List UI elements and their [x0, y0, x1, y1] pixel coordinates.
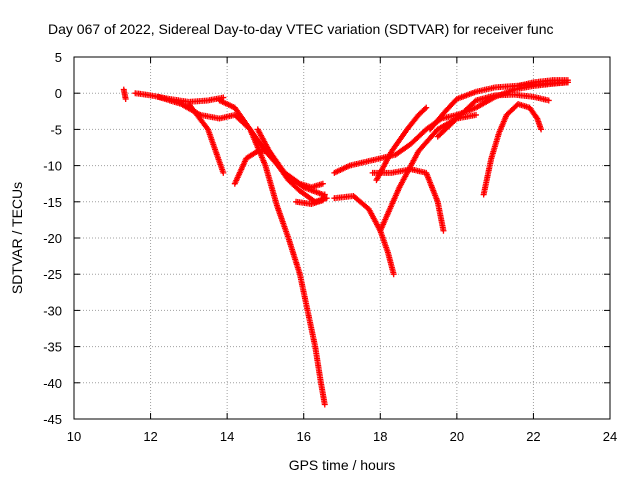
series-track-p	[480, 101, 545, 198]
data-point	[321, 401, 328, 408]
data-point	[473, 111, 479, 118]
y-tick-label: -10	[43, 159, 62, 174]
y-tick-label: -40	[43, 376, 62, 391]
data-point	[564, 77, 571, 84]
y-axis-label: SDTVAR / TECUs	[9, 182, 25, 294]
data-point	[220, 94, 227, 101]
data-point	[122, 95, 129, 102]
plot-frame	[73, 56, 611, 420]
y-tick-label: 5	[55, 50, 62, 65]
y-tick-label: -15	[43, 195, 62, 210]
x-tick-label: 12	[143, 429, 157, 444]
y-tick-label: -30	[43, 303, 62, 318]
x-axis-label: GPS time / hours	[289, 457, 396, 473]
data-point	[423, 104, 430, 111]
y-tick-label: -45	[43, 412, 62, 427]
series-track-f	[216, 97, 328, 408]
series-track-g	[254, 126, 330, 205]
x-tick-label: 14	[220, 429, 234, 444]
x-tick-label: 18	[373, 429, 387, 444]
series-track-o	[434, 91, 552, 140]
data-point	[390, 271, 397, 278]
x-tick-label: 10	[67, 429, 81, 444]
data-point	[421, 105, 428, 112]
data-point	[319, 180, 326, 187]
y-tick-label: -35	[43, 340, 62, 355]
series-track-j	[331, 193, 397, 278]
y-tick-label: -20	[43, 231, 62, 246]
ticks: 10 12 14 16 18 20 22 24 5 0 -5 -10 -15 -20 -25 -30 -35 -4…	[43, 50, 617, 444]
data-points	[120, 77, 571, 408]
grid	[74, 57, 610, 419]
data-point	[440, 227, 447, 234]
series-track-m	[373, 104, 430, 184]
x-tick-label: 20	[450, 429, 464, 444]
x-tick-label: 24	[603, 429, 617, 444]
x-tick-label: 16	[296, 429, 310, 444]
series-track-a	[120, 86, 129, 102]
series-track-e	[231, 148, 326, 198]
series-track-d	[185, 101, 227, 176]
chart-title: Day 067 of 2022, Sidereal Day-to-day VTE…	[48, 21, 554, 37]
data-point	[321, 191, 328, 198]
series-track-h	[293, 191, 328, 207]
y-tick-label: -5	[50, 122, 62, 137]
data-point	[220, 169, 227, 176]
data-point	[545, 97, 552, 104]
series-track-k	[369, 166, 447, 234]
data-point	[538, 126, 545, 133]
x-tick-label: 22	[526, 429, 540, 444]
y-tick-label: -25	[43, 267, 62, 282]
series-track-r	[515, 77, 571, 89]
y-tick-label: 0	[55, 86, 62, 101]
